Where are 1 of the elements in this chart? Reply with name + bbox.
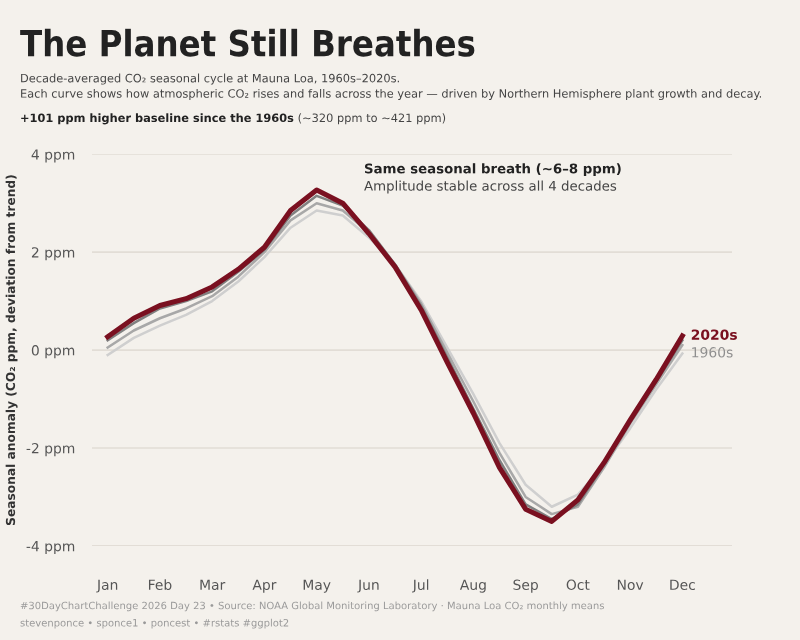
chart-title: The Planet Still Breathes <box>20 28 475 57</box>
